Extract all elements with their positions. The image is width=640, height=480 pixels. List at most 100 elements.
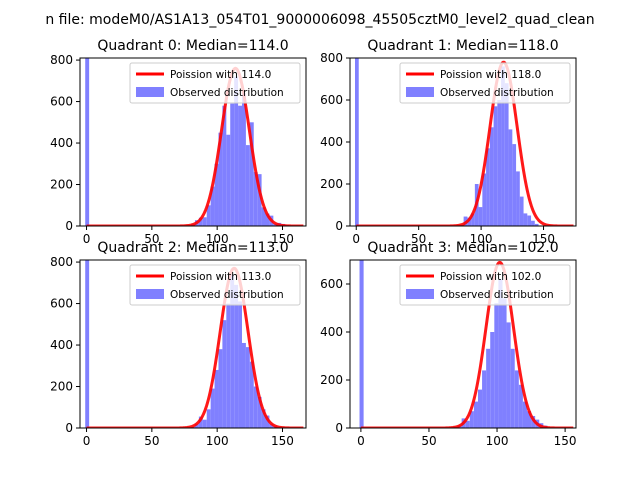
quadrant-0-bar — [261, 207, 266, 226]
quadrant-2-poisson-line — [86, 266, 304, 428]
quadrant-1-xtick-label: 150 — [532, 232, 555, 246]
quadrant-2-bar — [265, 415, 270, 428]
quadrant-1-ytick-label: 400 — [320, 135, 343, 149]
quadrant-0-ytick-label: 0 — [65, 219, 73, 233]
quadrant-3-poisson-line — [360, 260, 574, 428]
quadrant-1-legend: Poission with 118.0 Observed distribution — [399, 62, 571, 104]
quadrant-1-plot: Quadrant 1: Median=118.0 0 50 100 150 0 200 400… — [320, 38, 577, 246]
quadrant-0-bar — [257, 174, 262, 226]
quadrant-2-bar — [245, 347, 250, 428]
quadrant-0-bar — [265, 213, 270, 226]
quadrant-0-bar — [249, 122, 254, 226]
quadrant-1-bar — [512, 144, 517, 226]
quadrant-2-xtick-label: 0 — [83, 434, 91, 448]
legend-box — [399, 264, 571, 306]
quadrant-panels: Quadrant 0: Median=114.0 0 50 100 150 0 200 400… — [50, 38, 576, 448]
quadrant-3-bar — [522, 401, 527, 428]
quadrant-2-bar — [241, 342, 246, 428]
quadrant-0-xtick-label: 150 — [271, 232, 294, 246]
legend-observed-label: Observed distribution — [170, 289, 284, 301]
legend-observed-swatch — [406, 87, 434, 97]
quadrant-3-bar — [506, 322, 511, 428]
quadrant-2-bar — [261, 409, 266, 428]
quadrant-3-bar — [518, 384, 523, 428]
quadrant-3-ytick-label: 600 — [320, 277, 343, 291]
quadrant-2-bar — [202, 419, 207, 428]
quadrant-0-bar — [222, 105, 227, 226]
quadrant-3-frame — [349, 259, 577, 429]
quadrant-2-bar — [230, 274, 235, 428]
quadrant-3-bar — [486, 348, 491, 428]
quadrant-0-bar — [253, 172, 258, 226]
quadrant-1-ytick-label: 200 — [320, 177, 343, 191]
quadrant-1-bar — [508, 129, 513, 226]
quadrant-3-plot: Quadrant 3: Median=102.0 0 50 100 150 0 200 400… — [320, 240, 576, 448]
quadrant-1-plot-area — [354, 58, 574, 226]
quadrant-0-bar — [210, 186, 215, 226]
quadrant-3-xtick-label: 150 — [554, 434, 577, 448]
quadrant-2-bar — [206, 409, 211, 428]
quadrant-2-frame — [79, 259, 307, 429]
quadrant-3-bar — [502, 298, 507, 428]
quadrant-1-bar — [504, 83, 509, 226]
quadrant-2-bar — [249, 361, 254, 428]
quadrant-0-bar — [234, 76, 239, 226]
quadrant-2-bar — [194, 423, 199, 428]
legend-poisson-label: Poission with 102.0 — [440, 271, 541, 283]
quadrant-2-bar — [218, 349, 223, 428]
legend-observed-label: Observed distribution — [440, 87, 554, 99]
quadrant-2-title: Quadrant 2: Median=113.0 — [97, 240, 288, 256]
quadrant-1-bar — [478, 207, 483, 226]
quadrant-2-bar — [253, 386, 258, 428]
quadrant-3-xtick-label: 50 — [421, 434, 436, 448]
legend-observed-label: Observed distribution — [170, 87, 284, 99]
quadrant-3-xtick-label: 100 — [486, 434, 509, 448]
quadrant-1-bar — [527, 215, 532, 226]
quadrant-3-bar — [514, 370, 519, 428]
quadrant-2-ytick-label: 800 — [50, 255, 73, 269]
quadrant-0-bar — [226, 134, 231, 226]
quadrant-3-bar — [482, 370, 487, 428]
quadrant-1-bar — [482, 173, 487, 226]
legend-observed-swatch — [406, 289, 434, 299]
quadrant-3-bar — [498, 279, 503, 428]
quadrant-3-bar — [526, 411, 532, 428]
quadrant-1-bar — [354, 58, 359, 226]
quadrant-1-xtick-label: 100 — [470, 232, 493, 246]
quadrant-2-bar — [198, 416, 203, 428]
quadrant-3-ytick-label: 400 — [320, 325, 343, 339]
quadrant-2-bar — [257, 396, 262, 428]
quadrant-3-bar — [359, 260, 364, 428]
quadrant-2-ytick-label: 400 — [50, 338, 73, 352]
legend-box — [129, 264, 301, 306]
legend-poisson-label: Poission with 113.0 — [170, 271, 271, 283]
quadrant-0-xtick-label: 0 — [83, 232, 91, 246]
quadrant-3-bar — [490, 332, 495, 428]
legend-observed-label: Observed distribution — [440, 289, 554, 301]
quadrant-0-bar — [85, 58, 90, 226]
quadrant-0-ytick-label: 400 — [50, 136, 73, 150]
quadrant-0-bar — [245, 145, 250, 226]
quadrant-0-bar — [230, 103, 235, 226]
quadrant-1-bar — [471, 213, 475, 226]
quadrant-0-bar — [241, 93, 246, 226]
quadrant-1-ytick-label: 600 — [320, 93, 343, 107]
quadrant-3-bar — [531, 416, 536, 428]
quadrant-2-bar — [222, 320, 227, 428]
quadrant-2-bar — [238, 301, 242, 428]
legend-poisson-label: Poission with 114.0 — [170, 69, 271, 81]
quadrant-2-bar — [85, 260, 90, 428]
legend-poisson-label: Poission with 118.0 — [440, 69, 541, 81]
quadrant-0-plot-area — [85, 58, 304, 226]
legend-box — [129, 62, 301, 104]
quadrant-1-xtick-label: 50 — [411, 232, 426, 246]
quadrant-3-bar — [469, 411, 474, 428]
quadrant-0-bar — [218, 132, 223, 226]
quadrant-2-bar — [234, 284, 239, 428]
quadrant-1-bar — [467, 217, 472, 226]
quadrant-2-bar — [214, 369, 219, 428]
quadrant-3-xtick-label: 0 — [357, 434, 365, 448]
quadrant-1-title: Quadrant 1: Median=118.0 — [367, 38, 558, 54]
quadrant-0-ytick-label: 200 — [50, 178, 73, 192]
